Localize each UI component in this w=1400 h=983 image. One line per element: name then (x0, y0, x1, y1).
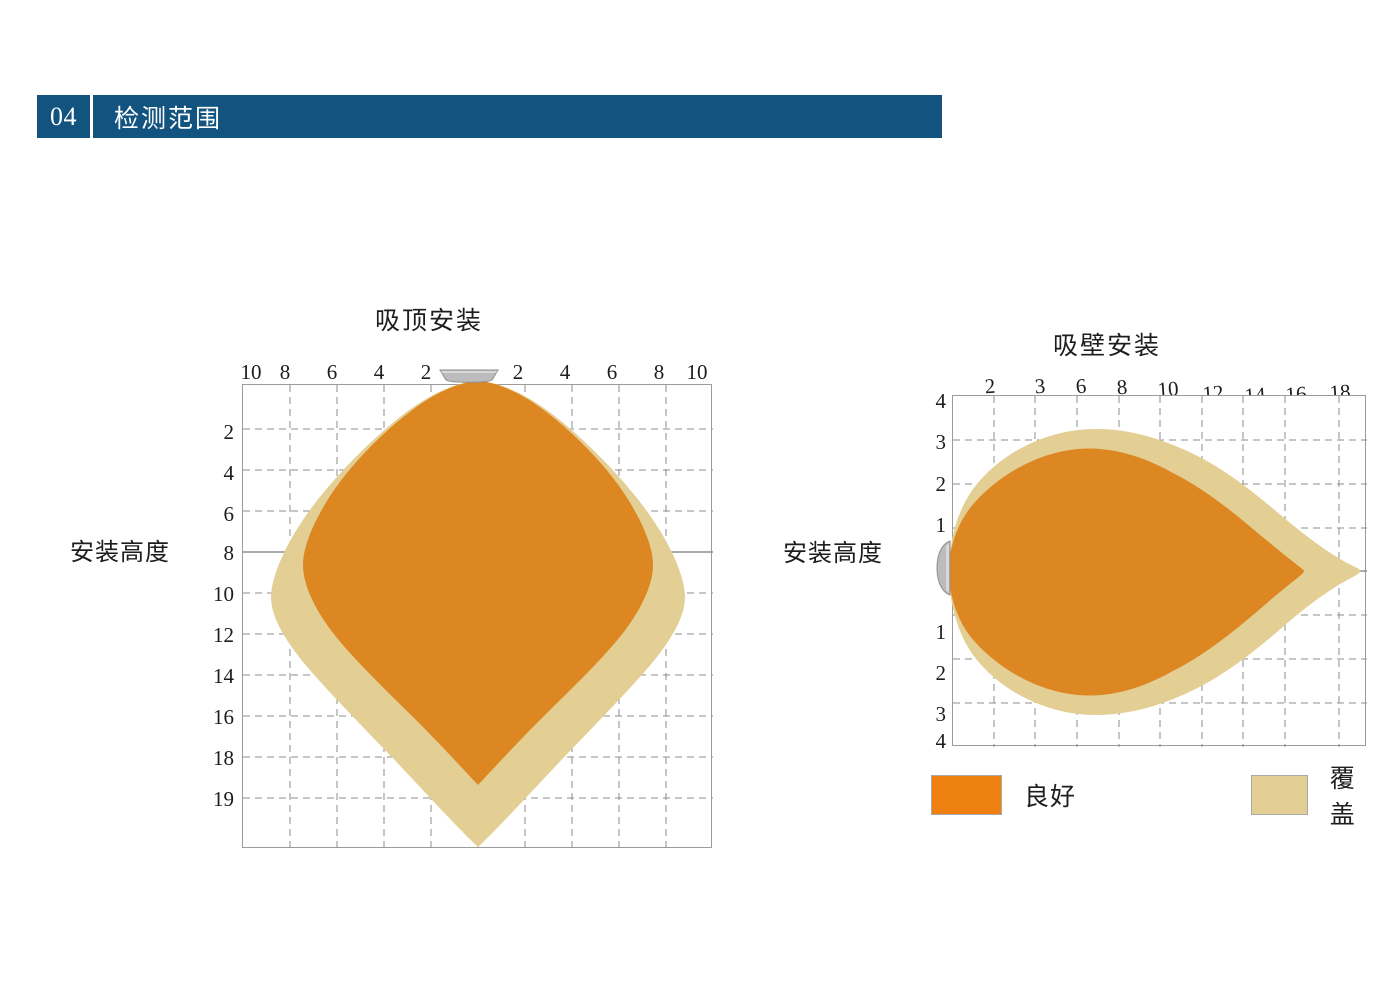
good-area-ceiling (303, 381, 653, 785)
y-tick-ceiling-2: 6 (223, 502, 235, 526)
x-tick-ceiling-4: 2 (420, 360, 432, 384)
x-tick-ceiling-7: 6 (606, 360, 618, 384)
x-tick-ceiling-3: 4 (373, 360, 385, 384)
ceiling-coverage-diagram (243, 381, 713, 849)
legend-label-coverage: 覆盖 (1329, 764, 1356, 829)
chart-title-wall: 吸壁安装 (1053, 331, 1162, 360)
x-tick-ceiling-9: 10 (686, 360, 708, 384)
x-tick-ceiling-8: 8 (653, 360, 665, 384)
y-tick-ceiling-6: 14 (213, 664, 234, 688)
good-area-wall (949, 448, 1304, 696)
y-tick-ceiling-1: 4 (223, 461, 235, 485)
plot-area-ceiling (242, 381, 713, 849)
section-header: 04 检测范围 (37, 95, 942, 138)
section-title-bar: 检测范围 (90, 95, 942, 138)
chart-legend: 良好 覆盖 (931, 764, 1371, 829)
y-tick-wall-4: 1 (935, 620, 947, 644)
y-tick-ceiling-5: 12 (213, 623, 234, 647)
x-tick-ceiling-6: 4 (559, 360, 571, 384)
x-tick-ceiling-2: 6 (326, 360, 338, 384)
legend-swatch-coverage (1251, 775, 1308, 815)
x-tick-ceiling-1: 8 (279, 360, 291, 384)
ceiling-sensor-icon (439, 369, 499, 383)
legend-item-good: 良好 (931, 774, 1076, 816)
y-tick-wall-7: 4 (935, 729, 947, 753)
chart-title-ceiling: 吸顶安装 (375, 306, 484, 335)
legend-swatch-good (931, 775, 1002, 815)
y-tick-wall-2: 2 (935, 472, 947, 496)
x-tick-ceiling-0: 10 (240, 360, 262, 384)
y-tick-ceiling-7: 16 (213, 705, 234, 729)
y-tick-wall-3: 1 (935, 513, 947, 537)
wall-coverage-diagram (949, 396, 1367, 747)
y-axis-name-ceiling: 安装高度 (70, 538, 170, 566)
wall-sensor-icon (936, 540, 951, 596)
y-tick-wall-1: 3 (935, 430, 947, 454)
plot-area-wall (949, 395, 1367, 747)
y-tick-wall-6: 3 (935, 702, 947, 726)
page-title: 检测范围 (114, 103, 223, 133)
y-tick-ceiling-3: 8 (223, 541, 235, 565)
y-axis-name-wall: 安装高度 (783, 539, 883, 567)
y-tick-wall-5: 2 (935, 661, 947, 685)
section-number: 04 (37, 95, 90, 138)
y-tick-ceiling-0: 2 (223, 420, 235, 444)
y-tick-ceiling-9: 19 (213, 787, 234, 811)
y-tick-wall-0: 4 (935, 389, 947, 413)
x-tick-ceiling-5: 2 (512, 360, 524, 384)
y-tick-ceiling-4: 10 (213, 582, 234, 606)
y-tick-ceiling-8: 18 (213, 746, 234, 770)
legend-label-good: 良好 (1024, 782, 1077, 811)
legend-item-coverage: 覆盖 (1251, 764, 1371, 829)
